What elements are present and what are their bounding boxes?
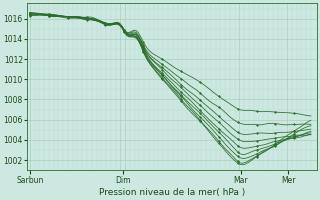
X-axis label: Pression niveau de la mer( hPa ): Pression niveau de la mer( hPa ) <box>99 188 245 197</box>
